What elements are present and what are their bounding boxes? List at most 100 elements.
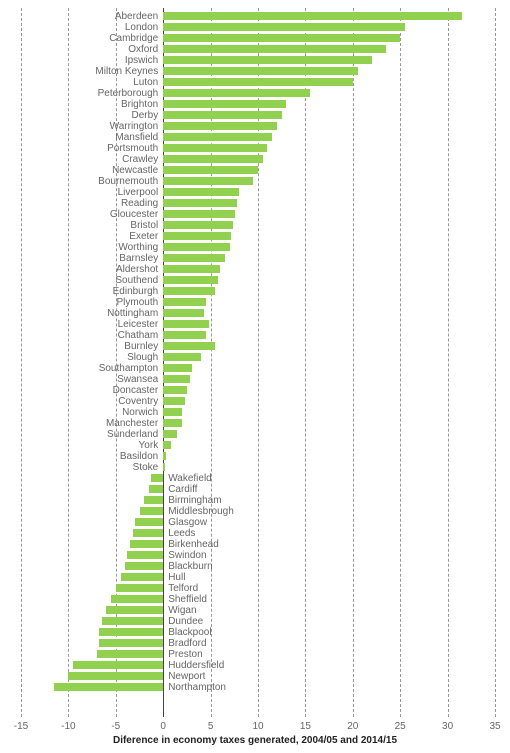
row-label: Manchester xyxy=(106,419,158,429)
bar xyxy=(127,551,163,559)
bar xyxy=(163,166,258,174)
row-label: Derby xyxy=(132,111,159,121)
bar xyxy=(163,441,171,449)
bar xyxy=(125,562,163,570)
bar xyxy=(163,12,462,20)
row-label: Stoke xyxy=(133,463,159,473)
row-label: Coventry xyxy=(118,397,158,407)
x-tick-label: 20 xyxy=(347,721,358,732)
bar xyxy=(163,287,215,295)
row-label: Burnley xyxy=(124,342,158,352)
row-label: Northampton xyxy=(168,683,226,693)
row-label: Bournemouth xyxy=(98,177,158,187)
row-label: Ipswich xyxy=(125,56,158,66)
bar xyxy=(116,584,163,592)
bar-chart: AberdeenLondonCambridgeOxfordIpswichMilt… xyxy=(0,0,510,753)
row-label: Gloucester xyxy=(110,210,158,220)
bar xyxy=(73,661,163,669)
gridline xyxy=(21,8,22,717)
row-label: Leeds xyxy=(168,529,195,539)
plot-area: AberdeenLondonCambridgeOxfordIpswichMilt… xyxy=(21,8,495,717)
bar xyxy=(163,111,282,119)
bar xyxy=(163,56,372,64)
bar xyxy=(140,507,164,515)
bar xyxy=(163,353,201,361)
bar xyxy=(149,485,163,493)
row-label: Dundee xyxy=(168,617,203,627)
bar xyxy=(163,199,237,207)
row-label: Cambridge xyxy=(109,34,158,44)
row-label: Preston xyxy=(168,650,202,660)
row-label: Portsmouth xyxy=(107,144,158,154)
row-label: Sunderland xyxy=(107,430,158,440)
row-label: Nottingham xyxy=(107,309,158,319)
row-label: Doncaster xyxy=(113,386,159,396)
x-tick-label: 5 xyxy=(208,721,214,732)
row-label: Southend xyxy=(115,276,158,286)
bar xyxy=(106,606,163,614)
bar xyxy=(163,188,239,196)
row-label: Aberdeen xyxy=(115,12,158,22)
row-label: Liverpool xyxy=(118,188,159,198)
row-label: Glasgow xyxy=(168,518,207,528)
bar xyxy=(97,650,163,658)
bar xyxy=(99,639,163,647)
bar xyxy=(163,309,204,317)
x-tick-label: -10 xyxy=(61,721,75,732)
row-label: Bradford xyxy=(168,639,206,649)
bar xyxy=(163,276,218,284)
bar xyxy=(163,254,225,262)
gridline xyxy=(353,8,354,717)
bar xyxy=(163,177,253,185)
bar xyxy=(130,540,163,548)
bar xyxy=(121,573,164,581)
bar xyxy=(163,419,182,427)
bar xyxy=(163,452,166,460)
bar xyxy=(163,122,277,130)
row-label: Slough xyxy=(127,353,158,363)
row-label: Cardiff xyxy=(168,485,197,495)
row-label: York xyxy=(139,441,159,451)
row-label: Southampton xyxy=(99,364,159,374)
bar xyxy=(163,100,286,108)
row-label: Newcastle xyxy=(112,166,158,176)
bar xyxy=(163,463,165,471)
row-label: Blackpool xyxy=(168,628,211,638)
bar xyxy=(163,342,215,350)
bar xyxy=(163,265,220,273)
row-label: Luton xyxy=(133,78,158,88)
row-label: Brighton xyxy=(121,100,158,110)
bar xyxy=(163,375,190,383)
x-tick-label: -15 xyxy=(14,721,28,732)
gridline xyxy=(448,8,449,717)
bar xyxy=(163,331,206,339)
x-tick-label: 10 xyxy=(252,721,263,732)
row-label: Edinburgh xyxy=(113,287,159,297)
row-label: Sheffield xyxy=(168,595,207,605)
bar xyxy=(144,496,163,504)
bar xyxy=(163,67,357,75)
row-label: Middlesbrough xyxy=(168,507,234,517)
x-tick-label: 30 xyxy=(442,721,453,732)
bar xyxy=(163,78,353,86)
row-label: Wakefield xyxy=(168,474,212,484)
row-label: Warrington xyxy=(110,122,159,132)
row-label: Milton Keynes xyxy=(95,67,158,77)
row-label: Reading xyxy=(121,199,158,209)
bar xyxy=(163,397,185,405)
x-axis-title: Diference in economy taxes generated, 20… xyxy=(0,735,510,746)
row-label: Swansea xyxy=(117,375,158,385)
row-label: Chatham xyxy=(118,331,159,341)
bar xyxy=(163,221,233,229)
row-label: Oxford xyxy=(128,45,158,55)
bar xyxy=(163,144,267,152)
bar xyxy=(163,408,182,416)
row-label: Birkenhead xyxy=(168,540,219,550)
bar xyxy=(163,430,177,438)
x-tick-label: 0 xyxy=(160,721,166,732)
bar xyxy=(163,133,272,141)
row-label: Crawley xyxy=(122,155,158,165)
bar xyxy=(68,672,163,680)
row-label: Blackburn xyxy=(168,562,212,572)
gridline xyxy=(68,8,69,717)
